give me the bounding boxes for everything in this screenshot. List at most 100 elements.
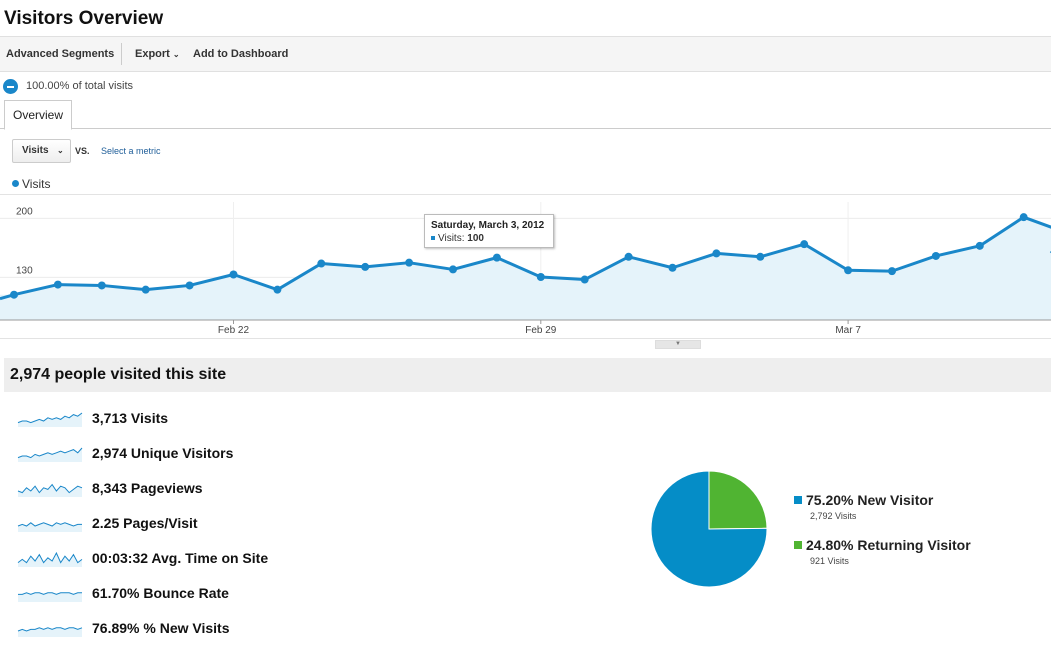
visitor-type-pie-chart[interactable]	[650, 470, 770, 590]
sparkline-line	[18, 592, 82, 595]
sparkline-icon	[17, 522, 82, 532]
stat-value: 76.89%	[92, 620, 140, 636]
stat-value-group: 2,974 Unique Visitors	[92, 445, 233, 461]
stat-value-group: 61.70% Bounce Rate	[92, 585, 229, 601]
toolbar-divider	[121, 43, 122, 65]
x-tick-label: Mar 7	[835, 325, 861, 336]
tooltip-date: Saturday, March 3, 2012	[431, 220, 545, 231]
data-point	[668, 263, 677, 272]
metric-dropdown[interactable]: Visits ⌄	[12, 139, 71, 163]
legend-swatch-icon	[794, 541, 802, 549]
data-point	[185, 281, 194, 290]
summary-headline: 2,974 people visited this site	[10, 366, 227, 383]
metric-dropdown-label: Visits	[22, 145, 49, 156]
chart-legend: Visits	[12, 177, 50, 191]
sparkline-fill	[18, 448, 82, 462]
stat-label: Visits	[127, 410, 169, 426]
summary-header: 2,974 people visited this site	[4, 358, 1051, 392]
pie-legend-returning-visitor: 24.80% Returning Visitor 921 Visits	[794, 537, 971, 566]
tooltip-value-row: Visits: 100	[431, 233, 484, 244]
series-swatch-icon	[431, 236, 435, 240]
advanced-segments-button[interactable]: Advanced Segments	[6, 48, 115, 60]
toolbar: Advanced Segments Export ⌄ Add to Dashbo…	[0, 36, 1051, 72]
stat-value-group: 00:03:32 Avg. Time on Site	[92, 550, 268, 566]
vs-label: VS.	[75, 146, 90, 156]
chevron-down-icon: ⌄	[57, 146, 64, 155]
sparkline-icon	[17, 412, 83, 427]
data-point	[229, 270, 238, 279]
sparkline-icon	[17, 447, 83, 462]
pie-subvalue: 2,792 Visits	[810, 511, 857, 521]
sparkline-icon	[17, 551, 83, 567]
data-point	[405, 258, 414, 267]
stat-value: 3,713	[92, 410, 128, 426]
sparkline-icon	[18, 592, 82, 602]
legend-swatch-icon	[794, 496, 802, 504]
segment-label: 100.00% of total visits	[26, 80, 134, 92]
data-point	[97, 281, 106, 290]
stat-value: 2,974	[92, 445, 128, 461]
stat-value-group: 3,713 Visits	[92, 410, 168, 426]
data-point	[888, 267, 896, 276]
tooltip-value: 100	[467, 233, 484, 244]
x-tick-label: Feb 29	[525, 325, 557, 336]
sparkline-icon	[17, 627, 83, 637]
legend-dot-icon	[12, 180, 19, 187]
stat-label: Unique Visitors	[127, 445, 234, 461]
tab-overview[interactable]: Overview	[4, 100, 73, 130]
data-point	[10, 290, 18, 299]
y-tick-label: 130	[16, 265, 33, 276]
stat-label: Bounce Rate	[139, 585, 229, 601]
pie-label: Returning Visitor	[857, 537, 971, 553]
sparkline-icon	[17, 483, 83, 497]
stat-value: 61.70%	[92, 585, 140, 601]
pie-legend-new-visitor: 75.20% New Visitor 2,792 Visits	[794, 492, 933, 521]
stat-value: 2.25	[92, 515, 120, 531]
y-tick-label: 200	[16, 206, 33, 217]
data-point	[975, 241, 984, 250]
sparkline-fill	[18, 592, 82, 602]
tab-divider	[0, 128, 1051, 129]
x-tick-label: Feb 22	[218, 325, 250, 336]
sparkline-fill	[18, 627, 82, 637]
data-point	[492, 253, 501, 262]
stat-label: Pageviews	[127, 480, 203, 496]
data-point	[624, 252, 633, 261]
stat-value: 8,343	[92, 480, 128, 496]
data-point	[1019, 213, 1028, 222]
sparkline-line	[17, 551, 83, 564]
data-point	[317, 259, 326, 268]
select-metric-link[interactable]: Select a metric	[101, 146, 161, 156]
sparkline-line	[17, 483, 83, 494]
sparkline-line	[17, 522, 82, 527]
pie-percent: 75.20%	[806, 492, 854, 508]
data-point	[800, 240, 809, 249]
sparkline-fill	[18, 522, 82, 532]
add-to-dashboard-button[interactable]: Add to Dashboard	[193, 48, 289, 60]
data-point	[756, 252, 765, 261]
chart-tooltip: Saturday, March 3, 2012 Visits: 100	[424, 214, 554, 248]
data-point	[931, 251, 940, 260]
pie-subvalue: 921 Visits	[810, 556, 849, 566]
sparkline-line	[17, 412, 83, 424]
data-point	[580, 275, 589, 284]
stat-label: Avg. Time on Site	[148, 550, 269, 566]
pie-label: New Visitor	[857, 492, 934, 508]
export-label: Export	[135, 48, 170, 60]
data-point	[273, 285, 282, 294]
page-title: Visitors Overview	[4, 8, 164, 29]
stat-label: Pages/Visit	[119, 515, 198, 531]
data-point	[449, 265, 457, 274]
pie-percent: 24.80%	[806, 537, 854, 553]
data-point	[361, 262, 370, 271]
stat-value-group: 76.89% % New Visits	[92, 620, 230, 636]
stat-value: 00:03:32	[92, 550, 149, 566]
data-point	[844, 266, 853, 275]
data-point	[712, 249, 721, 258]
sparkline-line	[17, 447, 83, 459]
chart-resize-handle[interactable]: ▼	[655, 340, 701, 349]
stat-value-group: 2.25 Pages/Visit	[92, 515, 198, 531]
chevron-down-icon: ⌄	[172, 50, 180, 59]
export-button[interactable]: Export ⌄	[135, 48, 180, 60]
data-point	[536, 273, 545, 282]
